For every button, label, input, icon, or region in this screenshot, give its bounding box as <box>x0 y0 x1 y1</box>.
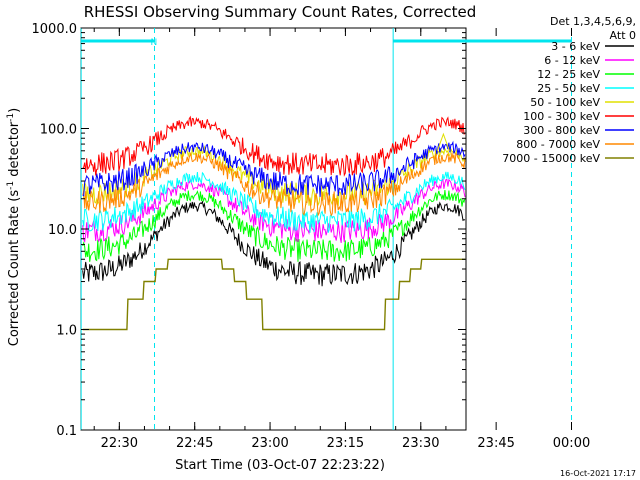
series-line-0 <box>82 200 466 287</box>
legend-label-0: 3 - 6 keV <box>551 40 600 53</box>
series-line-3 <box>82 171 466 233</box>
series-line-6 <box>82 140 466 197</box>
series-line-4 <box>82 145 466 207</box>
legend-label-1: 6 - 12 keV <box>544 54 600 67</box>
legend-label-2: 12 - 25 keV <box>537 68 600 81</box>
y-tick-label: 10.0 <box>48 223 77 238</box>
y-tick-label: 0.1 <box>56 424 77 439</box>
series-line-2 <box>82 189 466 262</box>
y-tick-label: 1000.0 <box>32 22 78 37</box>
x-axis-title: Start Time (03-Oct-07 22:23:22) <box>175 458 385 473</box>
legend-label-6: 300 - 800 keV <box>523 124 600 137</box>
series-line-5 <box>82 115 466 177</box>
series-line-1 <box>82 178 466 244</box>
legend-header-line1: Det 1,3,4,5,6,9, <box>550 15 636 28</box>
series-line-7 <box>82 151 466 217</box>
y-axis-title: Corrected Count Rate (s-1 detector-1) <box>6 108 22 346</box>
x-tick-label: 23:30 <box>402 436 439 451</box>
y-tick-label: 1.0 <box>56 324 77 339</box>
series-spike <box>436 132 450 151</box>
footer-timestamp: 16-Oct-2021 17:17 <box>560 469 636 478</box>
plot-area: N <box>80 27 573 431</box>
x-tick-label: 00:00 <box>553 436 590 451</box>
x-tick-label: 22:45 <box>176 436 213 451</box>
x-tick-label: 23:45 <box>477 436 514 451</box>
night-label: N <box>151 38 158 48</box>
legend-header-line2: Att 0 <box>610 29 636 42</box>
x-tick-label: 23:00 <box>251 436 288 451</box>
legend-label-8: 7000 - 15000 keV <box>502 152 600 165</box>
x-tick-label: 23:15 <box>327 436 364 451</box>
axis-ticks: 0.1 1.0 10.0 100.0 1000.0 22:30 22:45 23:00 23:1… <box>32 22 591 451</box>
legend-label-3: 25 - 50 keV <box>537 82 600 95</box>
series-line-8 <box>82 258 465 331</box>
chart-title: RHESSI Observing Summary Count Rates, Co… <box>84 3 477 21</box>
legend-label-4: 50 - 100 keV <box>530 96 600 109</box>
x-tick-label: 22:30 <box>101 436 138 451</box>
legend-label-5: 100 - 300 keV <box>523 110 600 123</box>
legend-label-7: 800 - 7000 keV <box>516 138 600 151</box>
y-tick-label: 100.0 <box>40 123 77 138</box>
